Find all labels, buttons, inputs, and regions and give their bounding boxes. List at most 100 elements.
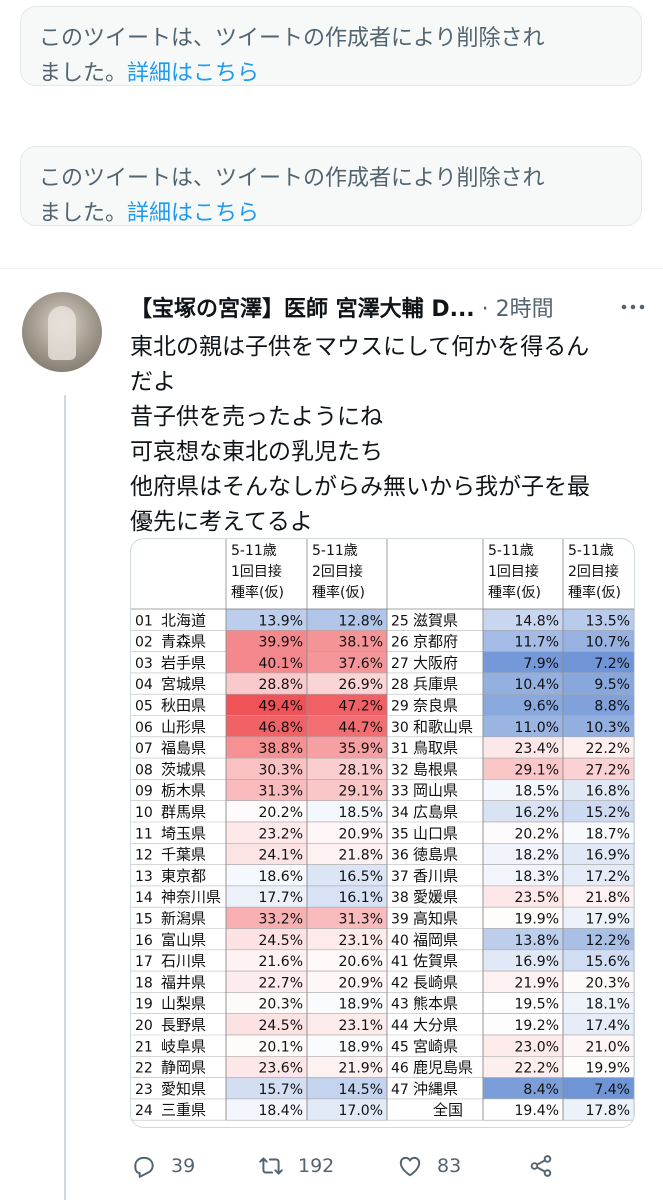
second-dose-rate: 20.6% <box>339 954 383 970</box>
first-dose-rate: 18.5% <box>515 784 559 800</box>
first-dose-rate: 19.4% <box>515 1103 559 1119</box>
prefecture-number: 27 <box>391 656 409 672</box>
reply-button[interactable]: 39 <box>131 1146 195 1186</box>
prefecture-name: 栃木県 <box>161 782 206 800</box>
second-dose-rate: 17.2% <box>586 869 630 885</box>
more-icon[interactable] <box>618 292 648 322</box>
table-header-text: 5-11歳 <box>568 543 614 559</box>
prefecture-name: 東京都 <box>161 867 206 885</box>
prefecture-number: 31 <box>391 741 409 757</box>
prefecture-number: 34 <box>391 805 409 821</box>
first-dose-rate: 23.4% <box>515 741 559 757</box>
prefecture-number: 35 <box>391 826 409 842</box>
share-button[interactable] <box>528 1146 568 1186</box>
second-dose-rate: 18.5% <box>339 805 383 821</box>
prefecture-name: 北海道 <box>161 611 206 629</box>
second-dose-rate: 23.1% <box>339 933 383 949</box>
prefecture-name: 大阪府 <box>413 654 458 672</box>
like-icon <box>399 1156 421 1177</box>
prefecture-number: 36 <box>391 848 409 864</box>
prefecture-name: 福岡県 <box>413 931 458 949</box>
prefecture-number: 44 <box>391 1018 409 1034</box>
deleted-notice-text-2: ました。 <box>39 61 128 86</box>
second-dose-rate: 17.8% <box>586 1103 630 1119</box>
first-dose-rate: 20.3% <box>259 997 303 1013</box>
prefecture-name: 島根県 <box>413 760 458 778</box>
prefecture-number: 23 <box>135 1082 153 1098</box>
first-dose-rate: 7.9% <box>523 656 559 672</box>
table-header-text: 種率(仮) <box>312 584 365 601</box>
prefecture-number: 21 <box>135 1039 153 1055</box>
learn-more-link[interactable]: 詳細はこちら <box>127 61 260 86</box>
first-dose-rate: 21.9% <box>515 975 559 991</box>
prefecture-number: 03 <box>135 656 153 672</box>
tweet-image-table[interactable]: 5-11歳 1回目接 種率(仮) 5-11歳 2回目接 種率(仮) 5-11歳 1回目接 種率(… <box>130 538 635 1128</box>
second-dose-rate: 28.1% <box>339 762 383 778</box>
tweet-text: 東北の親は子供をマウスにして何かを得るん だよ 昔子供を売ったようにね 可哀想な… <box>130 330 645 540</box>
second-dose-rate: 16.1% <box>339 890 383 906</box>
prefecture-name: 群馬県 <box>161 803 206 821</box>
tweet-line: 他府県はそんなしがらみ無いから我が子を最 <box>130 474 590 500</box>
prefecture-name: 神奈川県 <box>161 888 221 906</box>
like-count: 83 <box>437 1155 462 1177</box>
first-dose-rate: 18.3% <box>515 869 559 885</box>
author-name[interactable]: 【宝塚の宮澤】医師 宮澤大輔 D... <box>130 297 475 322</box>
prefecture-name: 岡山県 <box>413 782 458 800</box>
prefecture-name: 三重県 <box>161 1101 206 1119</box>
prefecture-name: 山梨県 <box>161 995 206 1013</box>
prefecture-name: 山口県 <box>413 824 458 842</box>
prefecture-number: 09 <box>135 784 153 800</box>
second-dose-rate: 18.9% <box>339 997 383 1013</box>
table-header-text: 5-11歳 <box>231 543 277 559</box>
tweet-line: 東北の親は子供をマウスにして何かを得るん <box>130 334 590 360</box>
prefecture-name: 埼玉県 <box>161 824 206 842</box>
prefecture-name: 大分県 <box>413 1016 458 1034</box>
second-dose-rate: 23.1% <box>339 1018 383 1034</box>
prefecture-number: 13 <box>135 869 153 885</box>
second-dose-rate: 21.8% <box>339 848 383 864</box>
deleted-notice-text: このツイートは、ツイートの作成者により削除され <box>39 166 545 191</box>
prefecture-name: 奈良県 <box>413 697 458 715</box>
prefecture-number: 06 <box>135 720 153 736</box>
learn-more-link[interactable]: 詳細はこちら <box>127 201 260 226</box>
separator-dot: · <box>481 297 489 322</box>
first-dose-rate: 22.2% <box>515 1061 559 1077</box>
prefecture-number: 33 <box>391 784 409 800</box>
first-dose-rate: 20.2% <box>515 826 559 842</box>
prefecture-number: 28 <box>391 677 409 693</box>
first-dose-rate: 23.5% <box>515 890 559 906</box>
first-dose-rate: 18.6% <box>259 869 303 885</box>
prefecture-number: 25 <box>391 613 409 629</box>
prefecture-name: 新潟県 <box>161 910 206 928</box>
first-dose-rate: 8.4% <box>523 1082 559 1098</box>
prefecture-name: 滋賀県 <box>413 611 458 629</box>
first-dose-rate: 29.1% <box>515 762 559 778</box>
second-dose-rate: 16.9% <box>586 848 630 864</box>
prefecture-name: 沖縄県 <box>413 1080 458 1098</box>
prefecture-name: 千葉県 <box>161 846 206 864</box>
prefecture-name: 京都府 <box>413 633 458 651</box>
second-dose-rate: 17.9% <box>586 912 630 928</box>
first-dose-rate: 19.2% <box>515 1018 559 1034</box>
avatar[interactable] <box>22 292 102 372</box>
like-button[interactable]: 83 <box>397 1146 461 1186</box>
second-dose-rate: 26.9% <box>339 677 383 693</box>
retweet-button[interactable]: 192 <box>258 1146 334 1186</box>
table-header-text: 1回目接 <box>231 563 282 580</box>
tweet-actions: 39 192 83 <box>0 1146 663 1186</box>
prefecture-name: 熊本県 <box>413 995 458 1013</box>
second-dose-rate: 47.2% <box>339 699 383 715</box>
second-dose-rate: 13.5% <box>586 613 630 629</box>
table-header-text: 1回目接 <box>488 563 539 580</box>
table-header-text: 2回目接 <box>568 563 619 580</box>
second-dose-rate: 7.4% <box>594 1082 630 1098</box>
second-dose-rate: 20.9% <box>339 975 383 991</box>
second-dose-rate: 16.5% <box>339 869 383 885</box>
second-dose-rate: 14.5% <box>339 1082 383 1098</box>
first-dose-rate: 30.3% <box>259 762 303 778</box>
first-dose-rate: 13.8% <box>515 933 559 949</box>
timestamp[interactable]: 2時間 <box>495 297 554 322</box>
second-dose-rate: 7.2% <box>594 656 630 672</box>
first-dose-rate: 15.7% <box>259 1082 303 1098</box>
prefecture-number: 45 <box>391 1039 409 1055</box>
